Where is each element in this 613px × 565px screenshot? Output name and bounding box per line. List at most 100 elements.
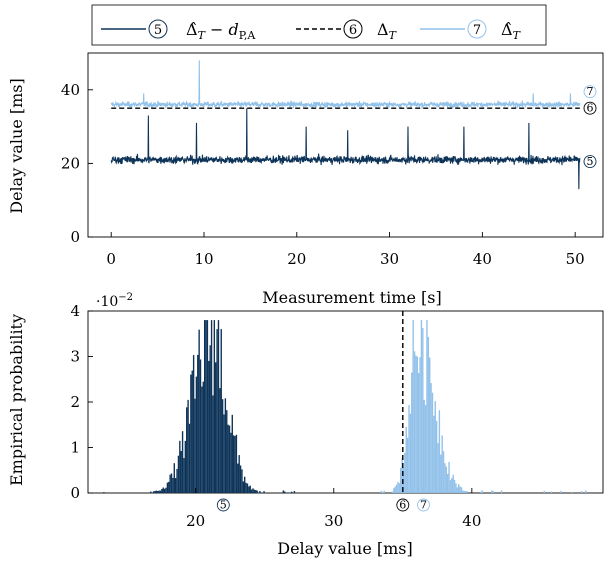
histogram-bar	[250, 486, 251, 493]
histogram-bar	[183, 458, 184, 493]
histogram-bar	[205, 320, 206, 493]
x-tick-label-10: 10	[194, 250, 213, 268]
histogram-series-5	[103, 320, 295, 493]
histogram-bar	[400, 468, 401, 493]
histogram-bar	[233, 435, 234, 493]
histogram-bar	[200, 359, 201, 493]
histogram-bar	[501, 490, 502, 493]
histogram-bar	[254, 490, 255, 493]
histogram-bar	[410, 414, 411, 493]
hist-y-tick-label-3: 3	[70, 348, 80, 366]
histogram-bar	[255, 490, 256, 493]
histogram-frame	[88, 311, 603, 493]
hist-y-tick-label-2: 2	[70, 393, 80, 411]
histogram-bar	[156, 491, 157, 493]
histogram-bar	[443, 451, 444, 493]
end-marker-5: 5	[584, 155, 596, 168]
histogram-bar	[245, 483, 246, 493]
histogram-bar	[165, 488, 166, 493]
hist-y-tick-label-4: 4	[70, 302, 80, 320]
histogram-bar	[160, 491, 161, 493]
histogram-bar	[263, 491, 264, 493]
svg-text:6: 6	[587, 102, 594, 115]
histogram-bar	[204, 320, 205, 493]
histogram-bar	[219, 388, 220, 493]
histogram-bar	[493, 491, 494, 493]
time-series-lines	[111, 60, 580, 189]
histogram-bar	[153, 491, 154, 493]
histogram-bar	[157, 491, 158, 493]
series-line-5	[111, 108, 580, 189]
time-series-plot: 0 10 20 30 40 50 0 20 40 7 6 5 Measurement time […	[7, 53, 603, 307]
histogram-bar	[187, 400, 188, 493]
histogram-bar	[432, 393, 433, 493]
histogram-bar	[408, 405, 409, 493]
histogram-bar	[181, 451, 182, 493]
histogram-bar	[464, 491, 465, 493]
histogram-bar	[393, 488, 394, 493]
histogram-bar	[227, 425, 228, 493]
histogram-bar	[196, 377, 197, 493]
histogram-bar	[422, 328, 423, 493]
histogram-bar	[175, 478, 176, 493]
histogram-bar	[179, 441, 180, 493]
histogram-bar	[178, 456, 179, 493]
histogram-bar	[225, 398, 226, 493]
histogram-bar	[176, 469, 177, 493]
x-tick-label-20: 20	[287, 250, 306, 268]
svg-text:5: 5	[587, 155, 594, 168]
svg-text:5: 5	[154, 23, 162, 38]
histogram-bar	[439, 410, 440, 493]
histogram-bar	[232, 415, 233, 493]
histogram-bar	[446, 467, 447, 493]
hist-y-tick-label-0: 0	[70, 484, 80, 502]
histogram-bar	[256, 491, 257, 493]
histogram-bar	[491, 490, 492, 493]
svg-text:6: 6	[399, 499, 406, 512]
histogram-bar	[103, 492, 104, 493]
histogram-bar	[226, 410, 227, 493]
histogram-bar	[284, 491, 285, 493]
histogram-axis-markers: 567	[217, 499, 429, 512]
histogram-bar	[172, 478, 173, 493]
y-tick-label-40: 40	[61, 81, 80, 99]
histogram-bar	[168, 482, 169, 493]
histogram-bar	[435, 401, 436, 493]
histogram-bar	[440, 455, 441, 493]
histogram-bar	[198, 330, 199, 493]
histogram-bar	[252, 488, 253, 493]
histogram-ylabel: Empirical probability	[7, 314, 26, 486]
histogram-bar	[433, 416, 434, 493]
hist-x-tick-label-20: 20	[186, 512, 205, 530]
histogram-bar	[240, 466, 241, 494]
x-tick-label-50: 50	[566, 250, 585, 268]
histogram-bar	[414, 351, 415, 493]
time-series-frame	[88, 53, 603, 237]
histogram-bar	[161, 489, 162, 493]
axis-marker-7: 7	[418, 499, 430, 512]
time-series-xlabel: Measurement time [s]	[262, 288, 441, 307]
histogram-bar	[197, 355, 198, 493]
histogram-bar	[164, 489, 165, 493]
histogram-bar	[455, 483, 456, 493]
histogram-bar	[158, 491, 159, 493]
histogram-bar	[544, 491, 545, 493]
histogram-bar	[383, 491, 384, 493]
histogram-bar	[236, 435, 237, 493]
histogram-bar	[395, 487, 396, 493]
histogram-bar	[182, 431, 183, 493]
hist-y-tick-label-1: 1	[70, 439, 80, 457]
histogram-bar	[425, 405, 426, 493]
histogram-bar	[234, 436, 235, 493]
hist-x-tick-label-40: 40	[462, 512, 481, 530]
histogram-bars	[103, 311, 586, 493]
histogram-bar	[190, 375, 191, 493]
histogram-bar	[194, 399, 195, 493]
histogram-bar	[419, 357, 420, 493]
svg-text:7: 7	[587, 85, 594, 98]
histogram-bar	[239, 455, 240, 493]
histogram-bar	[171, 473, 172, 493]
histogram-bar	[381, 491, 382, 493]
histogram-bar	[259, 491, 260, 493]
histogram-bar	[283, 490, 284, 493]
